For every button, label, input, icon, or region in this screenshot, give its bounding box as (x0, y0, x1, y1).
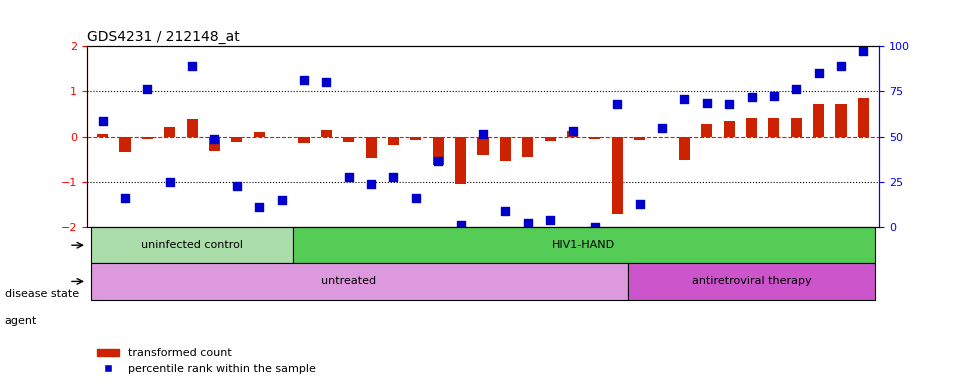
Point (766, 93, 781, 99)
Bar (768, 118, 780, 137)
Bar (791, 119, 802, 137)
Bar (92, 263, 629, 300)
Point (676, 96, 692, 103)
Point (319, 79, 334, 85)
Point (297, 77, 312, 83)
Point (185, 63, 200, 70)
Point (722, 101, 737, 107)
Point (229, 183, 244, 189)
Text: HIV1-HAND: HIV1-HAND (553, 240, 615, 250)
Bar (746, 118, 757, 137)
Bar (142, 137, 153, 139)
Bar (523, 137, 533, 157)
Bar (567, 131, 578, 137)
Point (363, 181, 379, 187)
Point (453, 222, 469, 228)
Bar (858, 98, 869, 137)
Point (431, 159, 446, 165)
Point (475, 131, 491, 137)
Point (542, 217, 557, 223)
Bar (611, 137, 623, 214)
Bar (629, 263, 874, 300)
Bar (589, 137, 601, 139)
Bar (836, 104, 846, 137)
Bar (164, 127, 175, 137)
Point (140, 86, 156, 92)
Point (699, 99, 715, 106)
Point (788, 86, 804, 92)
Point (162, 179, 178, 185)
Text: GDS4231 / 212148_at: GDS4231 / 212148_at (87, 30, 240, 44)
Text: uninfected control: uninfected control (141, 240, 243, 250)
Text: disease state: disease state (5, 289, 79, 299)
Point (207, 136, 222, 142)
Text: untreated: untreated (321, 276, 377, 286)
Bar (388, 137, 399, 145)
Point (654, 124, 669, 131)
Point (856, 48, 871, 54)
Point (744, 94, 759, 100)
Text: antiretroviral therapy: antiretroviral therapy (692, 276, 811, 286)
Bar (411, 137, 421, 140)
Bar (293, 227, 874, 263)
Point (587, 224, 603, 230)
Bar (365, 137, 377, 158)
Bar (477, 137, 489, 155)
Bar (343, 137, 355, 142)
Point (251, 204, 267, 210)
Point (95, 118, 110, 124)
Point (520, 220, 535, 226)
Point (385, 174, 401, 180)
Bar (298, 137, 309, 143)
Bar (209, 137, 220, 151)
Point (117, 195, 132, 201)
Bar (254, 132, 265, 137)
Text: agent: agent (5, 316, 38, 326)
Point (409, 195, 424, 201)
Point (565, 128, 581, 134)
Bar (724, 121, 735, 137)
Bar (813, 104, 824, 137)
Point (497, 208, 513, 214)
Bar (92, 227, 293, 263)
Bar (545, 137, 555, 141)
Bar (701, 124, 712, 137)
Bar (433, 137, 443, 165)
Point (632, 202, 647, 208)
Bar (186, 119, 198, 137)
Point (274, 197, 290, 203)
Bar (97, 134, 108, 137)
Legend: transformed count, percentile rank within the sample: transformed count, percentile rank withi… (93, 344, 321, 379)
Bar (679, 137, 690, 160)
Bar (231, 137, 242, 142)
Bar (499, 137, 511, 162)
Point (610, 101, 625, 107)
Point (810, 70, 826, 76)
Bar (120, 137, 130, 152)
Bar (321, 130, 332, 137)
Bar (455, 137, 467, 184)
Point (834, 63, 849, 70)
Point (341, 174, 356, 180)
Bar (634, 137, 645, 140)
